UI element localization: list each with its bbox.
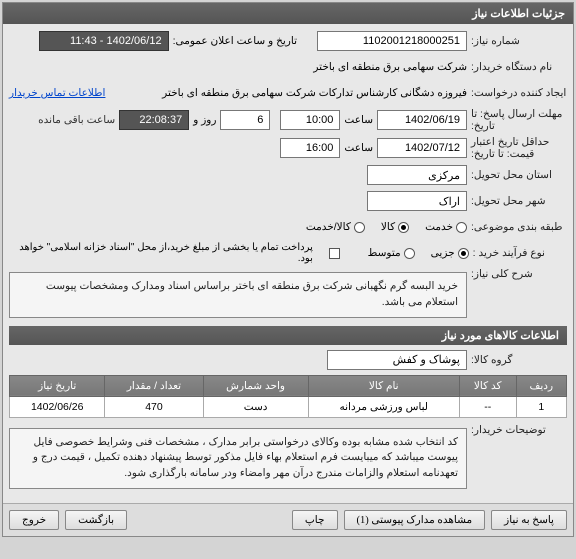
cell-unit: دست (203, 396, 308, 417)
col-unit: واحد شمارش (203, 375, 308, 396)
col-code: کد کالا (459, 375, 516, 396)
goods-group-label: گروه کالا: (467, 354, 567, 366)
row-need-no: شماره نیاز: 1102001218000251 تاریخ و ساع… (9, 30, 567, 52)
row-buyer: نام دستگاه خریدار: شرکت سهامی برق منطقه … (9, 56, 567, 78)
respond-button[interactable]: پاسخ به نیاز (491, 510, 567, 530)
summary-label: شرح کلی نیاز: (467, 268, 567, 280)
row-summary: شرح کلی نیاز: خرید البسه گرم نگهبانی شرک… (9, 268, 567, 322)
radio-medium[interactable]: متوسط (368, 247, 415, 259)
radio-both[interactable]: کالا/خدمت (306, 221, 365, 233)
city-value: اراک (367, 191, 467, 211)
deadline-time: 10:00 (280, 110, 340, 130)
province-value: مرکزی (367, 165, 467, 185)
col-row: ردیف (516, 375, 566, 396)
back-button[interactable]: بازگشت (65, 510, 127, 530)
cell-name: لباس ورزشی مردانه (308, 396, 459, 417)
category-radios: خدمت کالا کالا/خدمت (306, 221, 467, 233)
validity-date: 1402/07/12 (377, 138, 467, 158)
process-label: نوع فرآیند خرید : (469, 247, 567, 259)
row-city: شهر محل تحویل: اراک (9, 190, 567, 212)
process-radios: جزیی متوسط پرداخت تمام یا بخشی از مبلغ خ… (9, 242, 469, 264)
need-no-value: 1102001218000251 (317, 31, 467, 51)
buyer-label: نام دستگاه خریدار: (467, 61, 567, 73)
row-province: استان محل تحویل: مرکزی (9, 164, 567, 186)
buyer-notes-box: کد انتخاب شده مشابه بوده وکالای درخواستی… (9, 428, 467, 489)
goods-table: ردیف کد کالا نام کالا واحد شمارش تعداد /… (9, 375, 567, 418)
time-label-2: ساعت (344, 142, 373, 154)
row-category: طبقه بندی موضوعی: خدمت کالا کالا/خدمت (9, 216, 567, 238)
buyer-value: شرکت سهامی برق منطقه ای باختر (313, 61, 467, 73)
need-details-panel: جزئیات اطلاعات نیاز شماره نیاز: 11020012… (2, 2, 574, 537)
cell-code: -- (459, 396, 516, 417)
validity-time: 16:00 (280, 138, 340, 158)
province-label: استان محل تحویل: (467, 169, 567, 181)
announce-label: تاریخ و ساعت اعلان عمومی: (173, 35, 297, 47)
goods-group-value: پوشاک و کفش (327, 350, 467, 370)
row-buyer-notes: توضیحات خریدار: کد انتخاب شده مشابه بوده… (9, 424, 567, 493)
row-creator: ایجاد کننده درخواست: فیروزه دشگانی کارشن… (9, 82, 567, 104)
contact-link[interactable]: اطلاعات تماس خریدار (9, 87, 105, 99)
need-no-label: شماره نیاز: (467, 35, 567, 47)
creator-value: فیروزه دشگانی کارشناس تدارکات شرکت سهامی… (162, 87, 467, 99)
cell-qty: 470 (105, 396, 203, 417)
creator-label: ایجاد کننده درخواست: (467, 87, 567, 99)
radio-service[interactable]: خدمت (425, 221, 467, 233)
col-qty: تعداد / مقدار (105, 375, 203, 396)
panel-header: جزئیات اطلاعات نیاز (3, 3, 573, 24)
print-button[interactable]: چاپ (292, 510, 338, 530)
announce-value: 1402/06/12 - 11:43 (39, 31, 169, 51)
row-deadline: مهلت ارسال پاسخ: تا تاریخ: 1402/06/19 سا… (9, 108, 567, 132)
table-row[interactable]: 1 -- لباس ورزشی مردانه دست 470 1402/06/2… (10, 396, 567, 417)
panel-title: جزئیات اطلاعات نیاز (472, 8, 565, 20)
col-date: تاریخ نیاز (10, 375, 105, 396)
form-body: شماره نیاز: 1102001218000251 تاریخ و ساع… (3, 24, 573, 503)
attachments-button[interactable]: مشاهده مدارک پیوستی (1) (344, 510, 486, 530)
countdown-value: 22:08:37 (119, 110, 189, 130)
buyer-notes-label: توضیحات خریدار: (467, 424, 567, 436)
row-process: نوع فرآیند خرید : جزیی متوسط پرداخت تمام… (9, 242, 567, 264)
summary-box: خرید البسه گرم نگهبانی شرکت برق منطقه ای… (9, 272, 467, 318)
remaining-label: ساعت باقی مانده (38, 114, 115, 126)
city-label: شهر محل تحویل: (467, 195, 567, 207)
day-label: روز و (193, 114, 216, 126)
radio-partial[interactable]: جزیی (431, 247, 469, 259)
row-goods-group: گروه کالا: پوشاک و کفش (9, 349, 567, 371)
validity-label: حداقل تاریخ اعتبار قیمت: تا تاریخ: (467, 136, 567, 160)
exit-button[interactable]: خروج (9, 510, 59, 530)
time-label-1: ساعت (344, 114, 373, 126)
deadline-label: مهلت ارسال پاسخ: تا تاریخ: (467, 108, 567, 132)
category-label: طبقه بندی موضوعی: (467, 221, 567, 233)
cell-row: 1 (516, 396, 566, 417)
col-name: نام کالا (308, 375, 459, 396)
radio-goods[interactable]: کالا (381, 221, 409, 233)
row-validity: حداقل تاریخ اعتبار قیمت: تا تاریخ: 1402/… (9, 136, 567, 160)
button-row: پاسخ به نیاز مشاهده مدارک پیوستی (1) چاپ… (3, 503, 573, 536)
payment-checkbox[interactable] (329, 248, 340, 259)
table-header-row: ردیف کد کالا نام کالا واحد شمارش تعداد /… (10, 375, 567, 396)
payment-note: پرداخت تمام یا بخشی از مبلغ خرید،از محل … (9, 242, 313, 264)
cell-date: 1402/06/26 (10, 396, 105, 417)
days-value: 6 (220, 110, 270, 130)
goods-section-header: اطلاعات کالاهای مورد نیاز (9, 326, 567, 345)
deadline-date: 1402/06/19 (377, 110, 467, 130)
